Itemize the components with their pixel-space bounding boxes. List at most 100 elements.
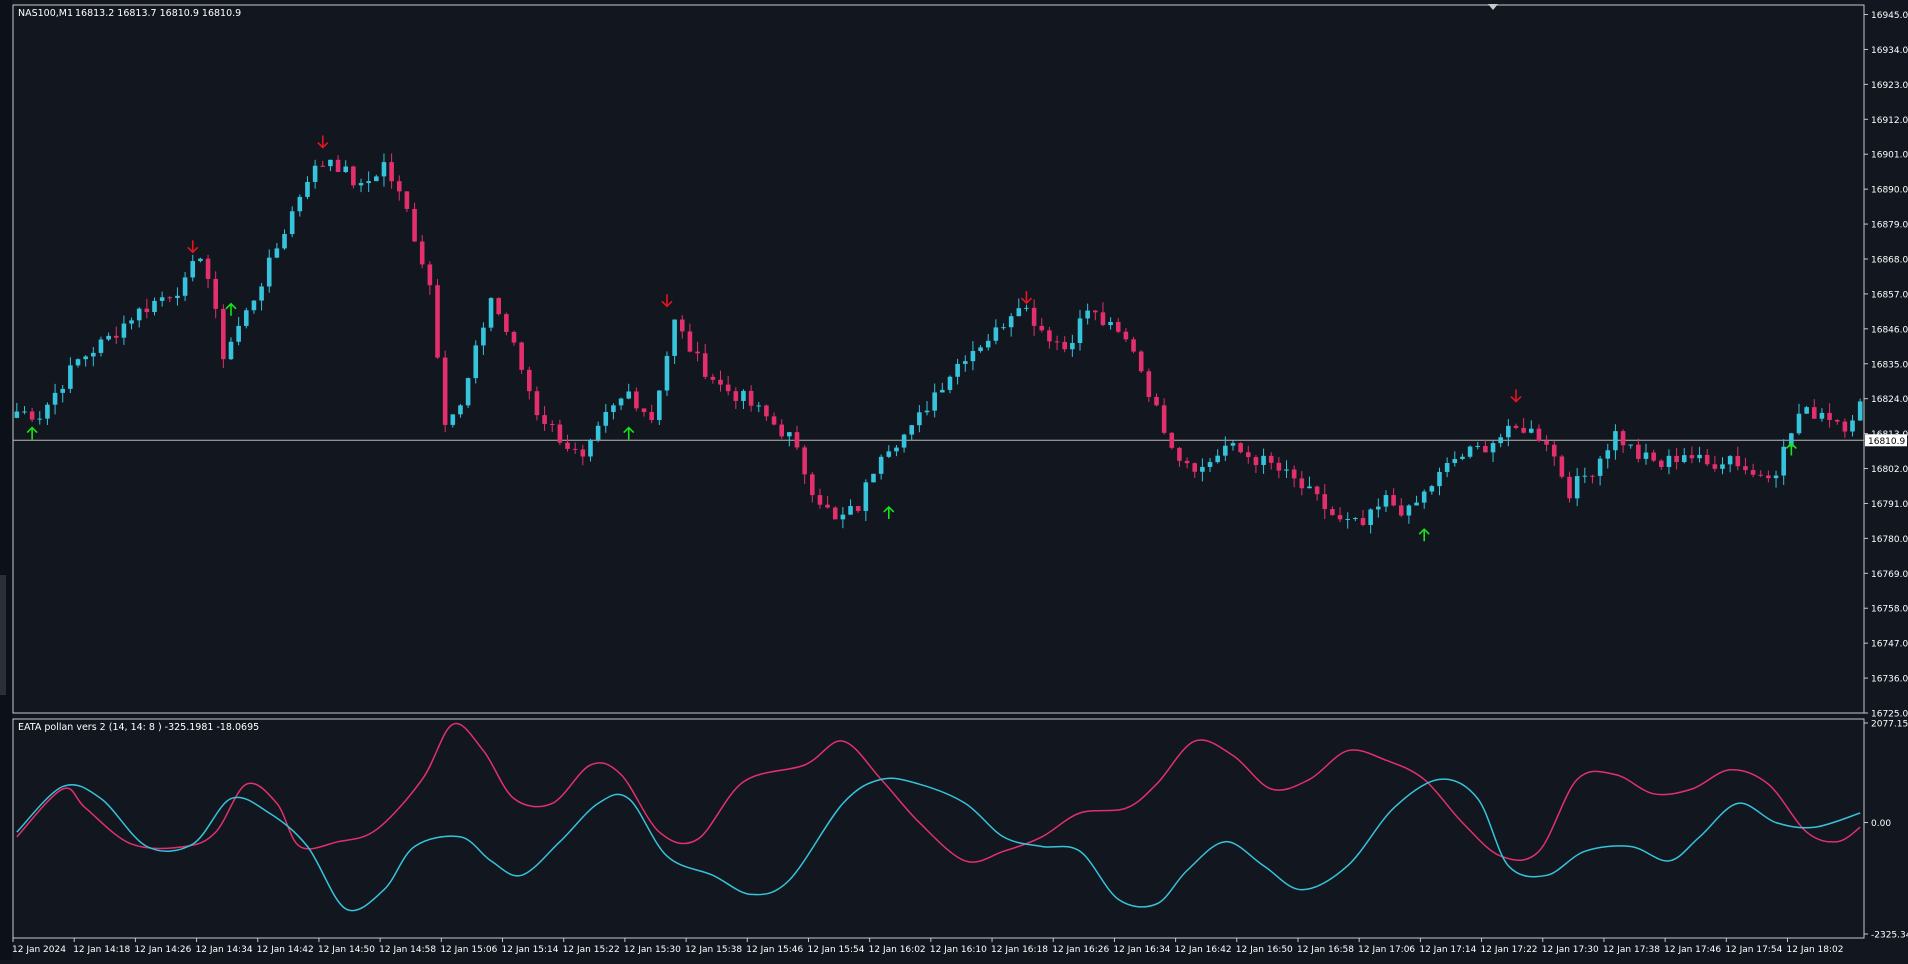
shift-marker-icon[interactable] — [1488, 4, 1498, 10]
candle — [266, 249, 272, 293]
candle-body — [572, 448, 578, 450]
time-axis: 12 Jan 2024 12 Jan 14:18 12 Jan 14:26 12 Ja… — [12, 938, 1843, 955]
candle — [725, 375, 731, 396]
candle — [458, 404, 463, 418]
candle-body — [1789, 433, 1794, 447]
candle-body — [1054, 341, 1060, 343]
candle-body — [641, 408, 647, 413]
candle-body — [91, 352, 96, 357]
candle — [182, 272, 188, 302]
candle-body — [213, 278, 218, 309]
candle-body — [1674, 455, 1679, 462]
candle — [1039, 318, 1045, 333]
candle-body — [496, 298, 501, 315]
price-tick-label: 16802.0 — [1871, 465, 1908, 475]
candle-body — [1268, 455, 1274, 463]
candle-body — [618, 398, 624, 406]
time-tick-label: 12 Jan 17:14 — [1419, 945, 1476, 955]
candle-body — [1207, 462, 1213, 467]
candle — [794, 425, 800, 450]
candle — [1230, 440, 1236, 451]
candle-body — [580, 449, 586, 457]
candle — [1506, 419, 1511, 447]
candle — [221, 304, 226, 368]
candle-body — [1842, 421, 1848, 432]
candle-body — [1490, 443, 1496, 453]
candle — [1574, 467, 1580, 507]
candle-body — [144, 308, 150, 313]
candle-body — [1291, 469, 1297, 479]
indicator-lines — [16, 722, 1861, 912]
price-tick-label: 16857.0 — [1871, 290, 1908, 300]
pane-frames — [12, 4, 1865, 939]
candle-body — [205, 258, 211, 279]
candle — [1238, 442, 1243, 454]
price-tick-label: 16912.0 — [1871, 116, 1908, 126]
candle — [702, 343, 708, 380]
candle-body — [289, 211, 295, 235]
candle — [450, 414, 456, 428]
candle — [718, 370, 723, 392]
candle-body — [1712, 464, 1718, 469]
candle — [488, 297, 494, 332]
candle — [1804, 405, 1809, 414]
candle-body — [190, 261, 196, 278]
candle — [993, 319, 999, 345]
candle — [1528, 420, 1534, 434]
candle-body — [855, 506, 861, 511]
candle — [1727, 455, 1733, 473]
candle — [1697, 446, 1702, 463]
candle-body — [1223, 445, 1228, 456]
candle-body — [1322, 494, 1328, 510]
candle-body — [1161, 405, 1167, 433]
candle — [572, 442, 578, 454]
candle — [1146, 368, 1152, 402]
candle-body — [113, 335, 119, 338]
candle — [1735, 446, 1741, 471]
candle-body — [1796, 413, 1802, 434]
candle — [1200, 458, 1205, 482]
candle-body — [1597, 458, 1603, 476]
left-scrollbar[interactable] — [0, 575, 6, 695]
candle-body — [1406, 505, 1412, 516]
candle-body — [588, 439, 593, 457]
candle — [1062, 336, 1067, 353]
candle — [1766, 470, 1771, 483]
candle — [672, 319, 677, 364]
candle — [1819, 408, 1825, 422]
time-tick-label: 12 Jan 17:30 — [1542, 945, 1599, 955]
candle — [1689, 446, 1695, 464]
candle-body — [442, 357, 448, 425]
candle — [243, 307, 249, 329]
candle — [1184, 457, 1190, 469]
buy-arrow-icon — [883, 505, 895, 519]
indicator-tick-label: 0.00 — [1871, 819, 1891, 829]
candle — [1750, 463, 1756, 478]
candle-body — [1590, 475, 1595, 477]
candle — [855, 505, 861, 513]
candle — [1177, 446, 1182, 467]
time-tick-label: 12 Jan 15:54 — [807, 945, 864, 955]
candle — [871, 473, 876, 483]
candle-body — [1758, 474, 1764, 476]
candle — [1360, 509, 1366, 527]
price-tick-label: 16725.0 — [1871, 710, 1908, 720]
candle — [1467, 445, 1473, 459]
candle-body — [1368, 509, 1373, 525]
time-tick-label: 12 Jan 15:22 — [563, 945, 620, 955]
arrow-head — [1418, 528, 1430, 535]
candle-body — [1108, 322, 1113, 326]
candle — [83, 355, 88, 367]
candle — [611, 403, 616, 420]
price-tick-label: 16824.0 — [1871, 395, 1908, 405]
candle — [412, 202, 417, 243]
candle-body — [282, 234, 287, 249]
sell-arrow-icon — [317, 135, 329, 149]
candle — [679, 315, 685, 339]
candle — [396, 175, 402, 201]
candle — [351, 165, 356, 189]
candle — [924, 401, 930, 416]
price-tag-box — [1865, 434, 1907, 447]
